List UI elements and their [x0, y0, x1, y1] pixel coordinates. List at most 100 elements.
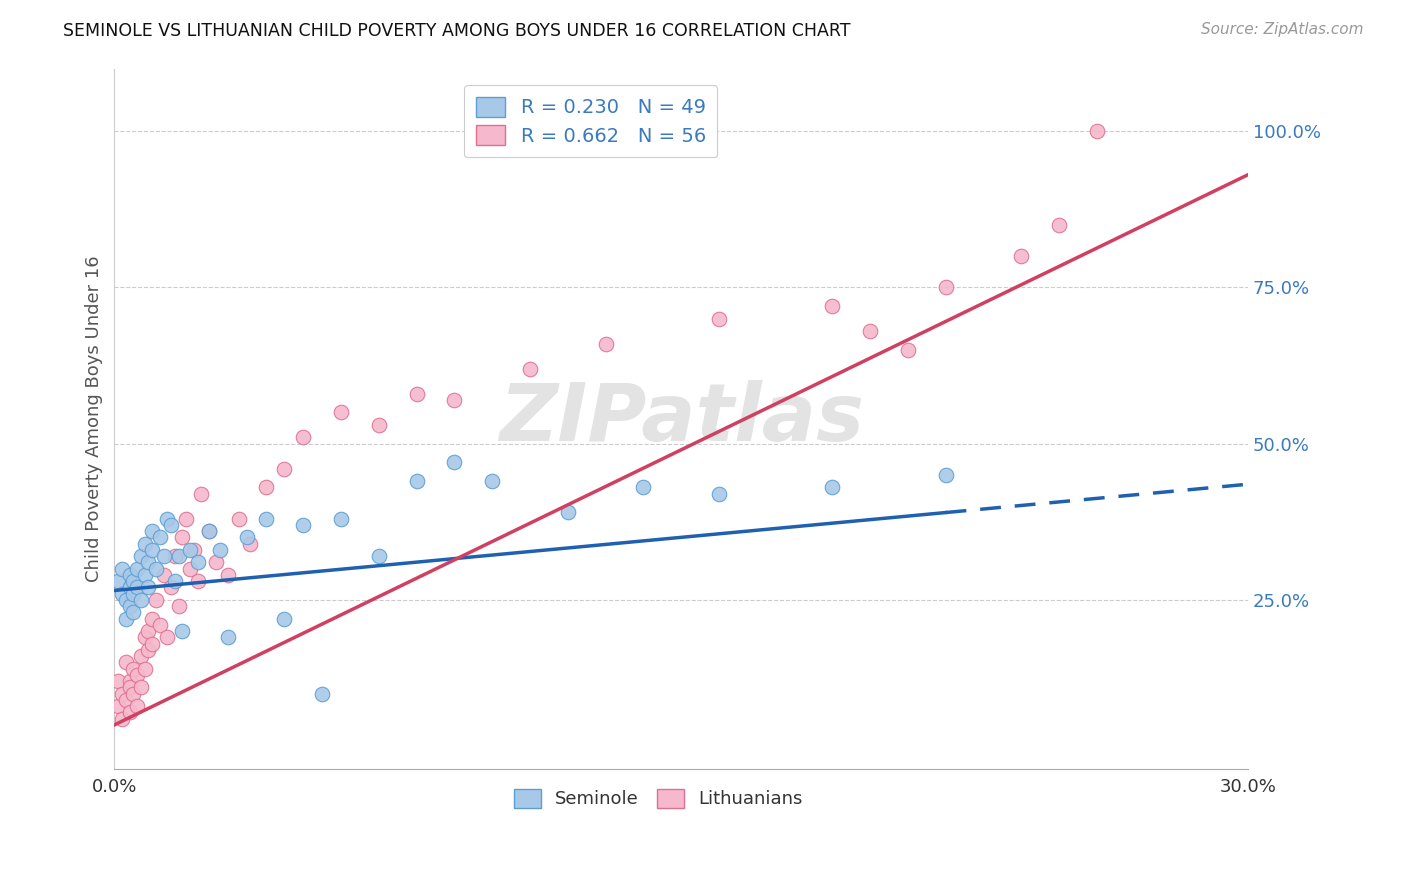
- Point: [217, 567, 239, 582]
- Point: [114, 693, 136, 707]
- Point: [134, 567, 156, 582]
- Point: [145, 561, 167, 575]
- Point: [707, 486, 730, 500]
- Point: [443, 455, 465, 469]
- Point: [1047, 218, 1070, 232]
- Point: [273, 612, 295, 626]
- Point: [859, 324, 882, 338]
- Point: [118, 706, 141, 720]
- Point: [114, 656, 136, 670]
- Point: [311, 687, 333, 701]
- Point: [273, 461, 295, 475]
- Point: [138, 555, 160, 569]
- Point: [141, 637, 163, 651]
- Point: [595, 336, 617, 351]
- Point: [118, 681, 141, 695]
- Point: [179, 561, 201, 575]
- Point: [138, 580, 160, 594]
- Point: [1010, 249, 1032, 263]
- Point: [134, 662, 156, 676]
- Point: [111, 586, 134, 600]
- Point: [821, 299, 844, 313]
- Point: [205, 555, 228, 569]
- Point: [141, 612, 163, 626]
- Point: [111, 561, 134, 575]
- Point: [111, 687, 134, 701]
- Point: [114, 592, 136, 607]
- Point: [122, 586, 145, 600]
- Point: [114, 612, 136, 626]
- Point: [330, 511, 353, 525]
- Point: [228, 511, 250, 525]
- Point: [186, 574, 208, 588]
- Point: [118, 580, 141, 594]
- Point: [190, 486, 212, 500]
- Point: [122, 662, 145, 676]
- Point: [107, 674, 129, 689]
- Point: [149, 530, 172, 544]
- Point: [519, 361, 541, 376]
- Point: [172, 530, 194, 544]
- Point: [141, 524, 163, 538]
- Point: [292, 430, 315, 444]
- Point: [160, 517, 183, 532]
- Point: [125, 561, 148, 575]
- Point: [330, 405, 353, 419]
- Point: [122, 574, 145, 588]
- Point: [367, 417, 389, 432]
- Point: [145, 592, 167, 607]
- Point: [481, 474, 503, 488]
- Point: [129, 549, 152, 563]
- Point: [107, 574, 129, 588]
- Point: [367, 549, 389, 563]
- Point: [557, 505, 579, 519]
- Point: [633, 480, 655, 494]
- Point: [443, 392, 465, 407]
- Point: [111, 712, 134, 726]
- Point: [152, 549, 174, 563]
- Point: [821, 480, 844, 494]
- Point: [138, 643, 160, 657]
- Point: [167, 599, 190, 613]
- Point: [138, 624, 160, 639]
- Point: [134, 536, 156, 550]
- Point: [125, 668, 148, 682]
- Legend: Seminole, Lithuanians: Seminole, Lithuanians: [506, 781, 810, 815]
- Point: [118, 674, 141, 689]
- Point: [141, 542, 163, 557]
- Point: [152, 567, 174, 582]
- Point: [163, 574, 186, 588]
- Point: [935, 467, 957, 482]
- Point: [163, 549, 186, 563]
- Point: [186, 555, 208, 569]
- Point: [134, 631, 156, 645]
- Point: [239, 536, 262, 550]
- Point: [122, 606, 145, 620]
- Point: [292, 517, 315, 532]
- Point: [107, 699, 129, 714]
- Point: [118, 567, 141, 582]
- Point: [172, 624, 194, 639]
- Point: [1085, 124, 1108, 138]
- Point: [167, 549, 190, 563]
- Point: [707, 311, 730, 326]
- Point: [254, 480, 277, 494]
- Point: [129, 649, 152, 664]
- Point: [897, 343, 920, 357]
- Point: [129, 681, 152, 695]
- Text: Source: ZipAtlas.com: Source: ZipAtlas.com: [1201, 22, 1364, 37]
- Point: [198, 524, 221, 538]
- Text: ZIPatlas: ZIPatlas: [499, 380, 863, 458]
- Point: [125, 699, 148, 714]
- Point: [183, 542, 205, 557]
- Point: [156, 631, 179, 645]
- Point: [235, 530, 257, 544]
- Point: [149, 618, 172, 632]
- Point: [254, 511, 277, 525]
- Point: [209, 542, 232, 557]
- Point: [156, 511, 179, 525]
- Point: [125, 580, 148, 594]
- Point: [118, 599, 141, 613]
- Point: [122, 687, 145, 701]
- Point: [405, 386, 427, 401]
